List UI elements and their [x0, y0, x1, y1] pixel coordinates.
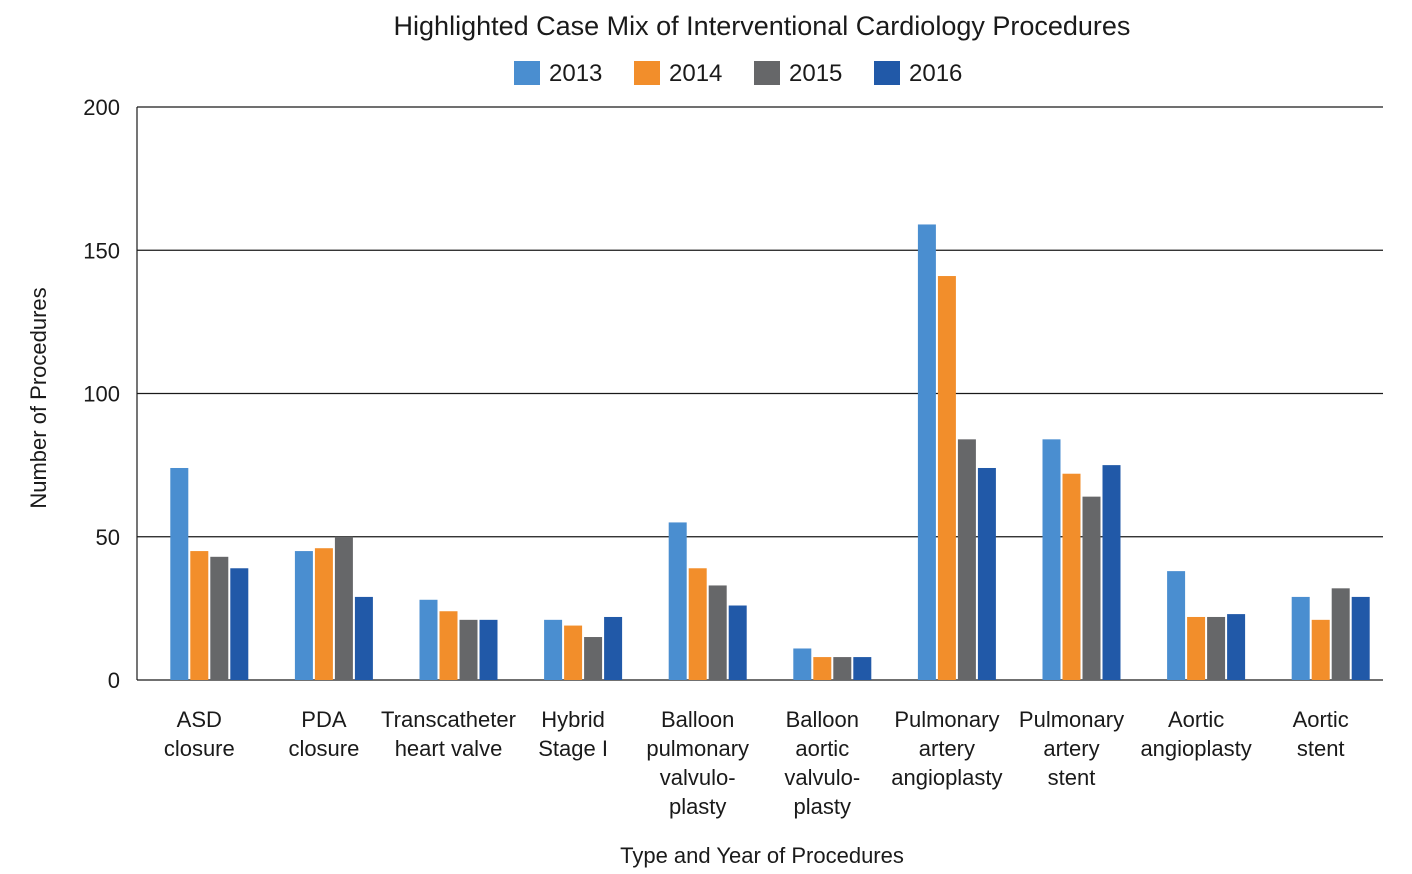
- bar-2013: [1167, 571, 1186, 680]
- bar-2014: [1187, 616, 1206, 680]
- bar-2013: [917, 224, 936, 680]
- bar-2014: [1062, 473, 1081, 680]
- x-category-label: Hybrid: [541, 707, 605, 732]
- x-category-label: valvulo-: [784, 765, 860, 790]
- y-axis-title: Number of Procedures: [26, 287, 51, 508]
- bar-2014: [1311, 619, 1330, 680]
- x-category-label: Balloon: [786, 707, 859, 732]
- bar-2015: [708, 585, 727, 680]
- x-category-label: Aortic: [1168, 707, 1224, 732]
- legend-swatch-2015: [754, 61, 780, 85]
- x-category-label: plasty: [794, 794, 851, 819]
- x-category-label: closure: [288, 736, 359, 761]
- bar-2014: [688, 568, 707, 680]
- bar-2016: [1351, 596, 1370, 680]
- x-category-label: heart valve: [395, 736, 503, 761]
- bar-2014: [813, 657, 832, 680]
- x-category-label: ASD: [177, 707, 222, 732]
- x-category-label: pulmonary: [646, 736, 749, 761]
- bar-2014: [314, 548, 333, 680]
- legend-label: 2013: [549, 60, 602, 87]
- bar-2015: [459, 619, 478, 680]
- bar-2016: [977, 467, 996, 680]
- x-category-label: artery: [1043, 736, 1099, 761]
- legend-label: 2014: [669, 60, 722, 87]
- legend: 2013 2014 2015 2016: [514, 60, 962, 87]
- x-category-label: closure: [164, 736, 235, 761]
- y-tick-label: 100: [83, 382, 120, 407]
- x-category-label: angioplasty: [1140, 736, 1251, 761]
- x-axis-categories: ASD closure PDA closure Transcatheter heart v…: [164, 707, 1349, 819]
- bar-2016: [604, 616, 623, 680]
- bar-2015: [957, 439, 976, 680]
- chart-title: Highlighted Case Mix of Interventional C…: [394, 11, 1131, 41]
- bar-2013: [1042, 439, 1061, 680]
- y-tick-label: 0: [108, 668, 120, 693]
- x-category-label: valvulo-: [660, 765, 736, 790]
- bar-2014: [937, 276, 956, 680]
- legend-swatch-2016: [874, 61, 900, 85]
- bar-2013: [668, 522, 687, 680]
- legend-label: 2015: [789, 60, 842, 87]
- legend-swatch-2013: [514, 61, 540, 85]
- bar-2016: [230, 568, 249, 680]
- bar-2013: [544, 619, 563, 680]
- legend-swatch-2014: [634, 61, 660, 85]
- bar-2015: [1207, 616, 1226, 680]
- bar-2013: [1291, 596, 1310, 680]
- x-category-label: aortic: [795, 736, 849, 761]
- legend-label: 2016: [909, 60, 962, 87]
- x-category-label: artery: [919, 736, 975, 761]
- bar-2016: [479, 619, 498, 680]
- y-axis-ticks: 0 50 100 150 200: [83, 95, 120, 693]
- bar-2013: [793, 648, 812, 680]
- x-category-label: stent: [1048, 765, 1096, 790]
- bar-2014: [190, 551, 209, 680]
- bar-2014: [439, 611, 458, 680]
- y-tick-label: 200: [83, 95, 120, 120]
- bar-2013: [294, 551, 313, 680]
- y-tick-label: 150: [83, 238, 120, 263]
- bar-2016: [853, 657, 872, 680]
- x-category-label: Transcatheter: [381, 707, 516, 732]
- bar-2014: [564, 625, 583, 680]
- x-category-label: Aortic: [1293, 707, 1349, 732]
- x-category-label: plasty: [669, 794, 726, 819]
- x-category-label: Pulmonary: [1019, 707, 1124, 732]
- bar-2013: [419, 599, 438, 680]
- bar-2016: [1102, 465, 1121, 680]
- x-category-label: stent: [1297, 736, 1345, 761]
- bars: [170, 224, 1370, 680]
- x-category-label: angioplasty: [891, 765, 1002, 790]
- y-tick-label: 50: [96, 525, 120, 550]
- bar-2015: [334, 536, 353, 680]
- x-category-label: Stage I: [538, 736, 608, 761]
- x-category-label: PDA: [301, 707, 347, 732]
- bar-2016: [354, 596, 373, 680]
- bar-2016: [728, 605, 747, 680]
- x-axis-title: Type and Year of Procedures: [620, 843, 904, 868]
- bar-2015: [210, 556, 229, 680]
- bar-2015: [584, 637, 603, 680]
- bar-2013: [170, 467, 189, 680]
- x-category-label: Balloon: [661, 707, 734, 732]
- bar-2015: [1331, 588, 1350, 680]
- bar-2016: [1227, 614, 1246, 680]
- bar-2015: [833, 657, 852, 680]
- x-category-label: Pulmonary: [894, 707, 999, 732]
- bar-2015: [1082, 496, 1101, 680]
